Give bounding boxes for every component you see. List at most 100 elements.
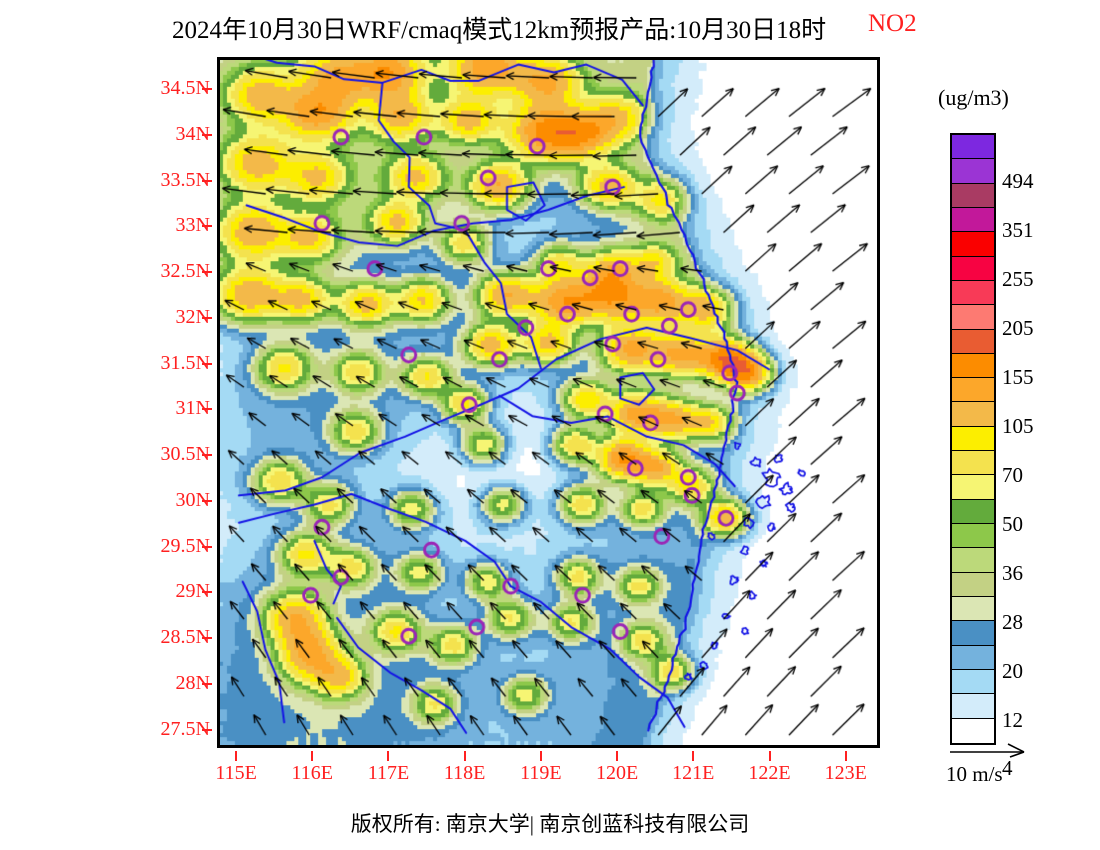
colorbar-band xyxy=(952,694,994,719)
colorbar-band xyxy=(952,548,994,573)
colorbar-tick-label: 205 xyxy=(1002,315,1034,340)
x-axis-tick-label: 117E xyxy=(367,762,410,784)
colorbar-bands[interactable] xyxy=(950,133,996,745)
colorbar-tick-label: 12 xyxy=(1002,707,1023,732)
y-axis-tick-label: 27.5N xyxy=(160,717,210,740)
colorbar-tick-label: 20 xyxy=(1002,658,1023,683)
y-axis-tick-mark xyxy=(202,728,212,731)
colorbar-band xyxy=(952,159,994,184)
colorbar-band xyxy=(952,207,994,233)
colorbar: (ug/m3) 494 351 255 205 155 105 70 50 36 28 20 12 4 xyxy=(930,80,1095,779)
colorbar-band xyxy=(952,669,994,695)
y-axis-tick-mark xyxy=(202,362,212,365)
y-axis-tick-mark xyxy=(202,454,212,457)
colorbar-tick-label: 155 xyxy=(1002,364,1034,389)
x-axis-tick-label: 118E xyxy=(443,762,486,784)
colorbar-band xyxy=(952,305,994,330)
y-axis-tick-mark xyxy=(202,637,212,640)
colorbar-band xyxy=(952,499,994,524)
colorbar-tick-label: 50 xyxy=(1002,511,1023,536)
x-axis-tick-mark xyxy=(616,751,619,761)
y-axis-tick-label: 32.5N xyxy=(160,260,210,283)
species-label: NO2 xyxy=(868,10,917,37)
colorbar-tick-labels: 494 351 255 205 155 105 70 50 36 28 20 12 4 xyxy=(1002,133,1092,779)
map-plot-frame[interactable] xyxy=(217,57,880,748)
colorbar-band xyxy=(952,524,994,549)
colorbar-band xyxy=(952,645,994,670)
y-axis-tick-label: 32N xyxy=(175,305,210,328)
colorbar-band xyxy=(952,183,994,208)
y-axis-tick-label: 33.5N xyxy=(160,168,210,191)
y-axis-tick-mark xyxy=(202,591,212,594)
colorbar-tick-label: 28 xyxy=(1002,609,1023,634)
colorbar-tick-label: 70 xyxy=(1002,462,1023,487)
y-axis-tick-label: 28.5N xyxy=(160,626,210,649)
colorbar-tick-label: 105 xyxy=(1002,413,1034,438)
x-axis-labels: 115E 116E 117E 118E 119E 120E 121E 122E 123E xyxy=(215,751,880,785)
x-axis-tick-mark xyxy=(235,751,238,761)
x-axis-tick-label: 119E xyxy=(520,762,562,784)
wind-scale-legend: 10 m/s xyxy=(940,740,1090,800)
colorbar-units-label: (ug/m3) xyxy=(938,85,1009,110)
x-axis-tick-mark xyxy=(463,751,466,761)
colorbar-band xyxy=(952,426,994,452)
y-axis-tick-mark xyxy=(202,499,212,502)
y-axis-tick-label: 28N xyxy=(175,671,210,694)
y-axis-tick-label: 30.5N xyxy=(160,443,210,466)
colorbar-band xyxy=(952,572,994,597)
x-axis-tick-label: 122E xyxy=(748,762,791,784)
y-axis-tick-mark xyxy=(202,88,212,91)
y-axis-tick-mark xyxy=(202,133,212,136)
colorbar-band xyxy=(952,135,994,160)
colorbar-band xyxy=(952,718,994,743)
colorbar-band xyxy=(952,451,994,476)
x-axis-tick-label: 120E xyxy=(595,762,639,784)
y-axis-tick-label: 34N xyxy=(175,122,210,145)
colorbar-band xyxy=(952,329,994,354)
colorbar-tick-label: 4 xyxy=(1002,756,1013,781)
y-axis-tick-label: 30N xyxy=(175,488,210,511)
page-title: 2024年10月30日WRF/cmaq模式12km预报产品:10月30日18时 xyxy=(172,17,827,44)
colorbar-band xyxy=(952,280,994,306)
colorbar-band xyxy=(952,402,994,427)
colorbar-band xyxy=(952,378,994,403)
y-axis-tick-label: 33N xyxy=(175,214,210,237)
colorbar-tick-label: 351 xyxy=(1002,217,1034,242)
colorbar-band xyxy=(952,596,994,622)
x-axis-tick-label: 123E xyxy=(824,762,867,784)
y-axis-tick-mark xyxy=(202,179,212,182)
y-axis-tick-label: 31.5N xyxy=(160,351,210,374)
y-axis-tick-mark xyxy=(202,316,212,319)
colorbar-tick-label: 494 xyxy=(1002,168,1034,193)
y-axis-labels: 34.5N 34N 33.5N 33N 32.5N 32N 31.5N 31N 30.5N 30N… xyxy=(140,57,212,748)
right-arrow-icon xyxy=(950,743,1025,758)
y-axis-tick-mark xyxy=(202,545,212,548)
x-axis-tick-label: 121E xyxy=(672,762,715,784)
y-axis-tick-mark xyxy=(202,271,212,274)
colorbar-band xyxy=(952,475,994,500)
concentration-map-canvas[interactable] xyxy=(220,60,877,745)
y-axis-tick-label: 29N xyxy=(175,580,210,603)
colorbar-tick-label: 36 xyxy=(1002,560,1023,585)
x-axis-tick-label: 115E xyxy=(215,762,257,784)
copyright-footer: 版权所有: 南京大学| 南京创蓝科技有限公司 xyxy=(350,812,750,836)
colorbar-band xyxy=(952,256,994,281)
colorbar-band xyxy=(952,232,994,257)
y-axis-tick-label: 34.5N xyxy=(160,77,210,100)
wind-scale-label: 10 m/s xyxy=(946,762,1003,786)
y-axis-tick-label: 29.5N xyxy=(160,534,210,557)
x-axis-tick-mark xyxy=(311,751,314,761)
y-axis-tick-mark xyxy=(202,408,212,411)
y-axis-tick-mark xyxy=(202,225,212,228)
x-axis-tick-mark xyxy=(539,751,542,761)
x-axis-tick-mark xyxy=(387,751,390,761)
x-axis-tick-label: 116E xyxy=(291,762,333,784)
colorbar-band xyxy=(952,353,994,379)
x-axis-tick-mark xyxy=(768,751,771,761)
colorbar-band xyxy=(952,621,994,646)
title-bar: 2024年10月30日WRF/cmaq模式12km预报产品:10月30日18时 … xyxy=(0,8,1100,44)
x-axis-tick-mark xyxy=(844,751,847,761)
y-axis-tick-mark xyxy=(202,682,212,685)
colorbar-tick-label: 255 xyxy=(1002,266,1034,291)
x-axis-tick-mark xyxy=(692,751,695,761)
